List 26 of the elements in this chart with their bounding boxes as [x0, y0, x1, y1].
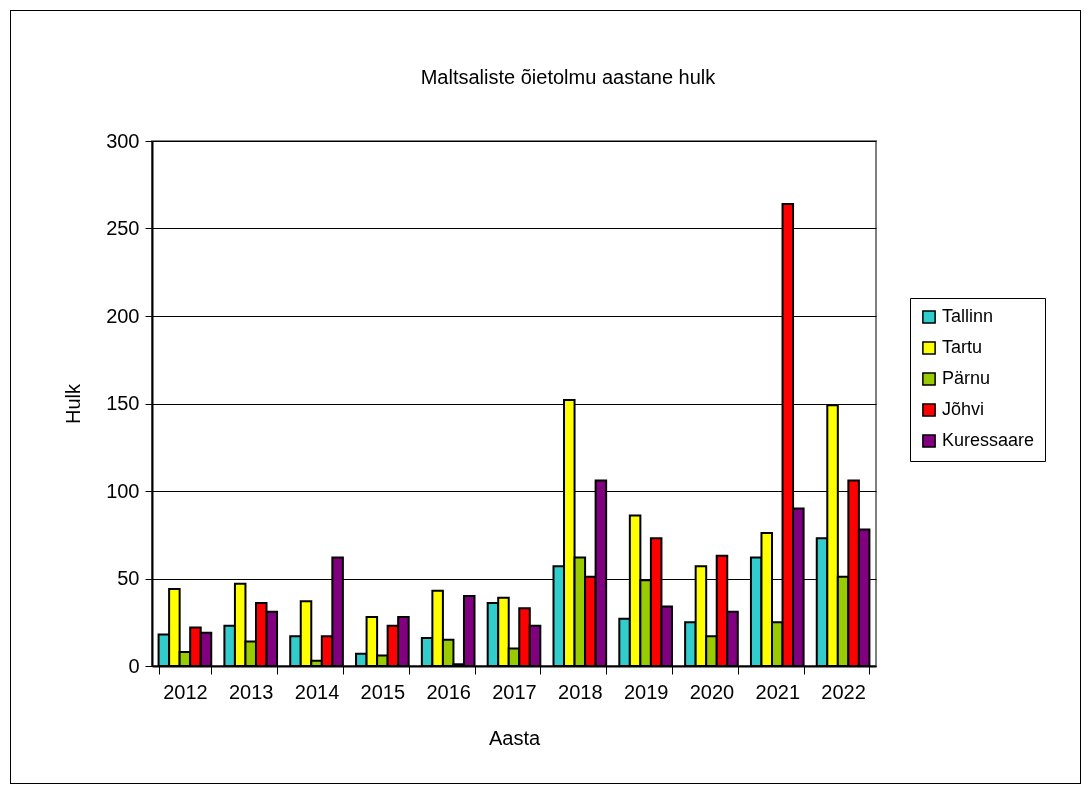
y-tick-label: 300	[106, 129, 140, 152]
x-tick-label: 2020	[689, 680, 735, 703]
y-tick-label: 150	[106, 392, 140, 414]
x-tick-label: 2015	[360, 680, 406, 703]
x-tick-label: 2022	[821, 680, 866, 703]
chart-title: Maltsaliste õietolmu aastane hulk	[420, 66, 717, 88]
x-axis-title: Aasta	[488, 726, 541, 749]
y-tick-label: 0	[128, 654, 140, 677]
x-tick-label: 2012	[163, 680, 208, 703]
y-tick-label: 100	[106, 479, 140, 502]
y-axis-title: Hulk	[62, 383, 85, 425]
legend-label: Tartu	[942, 337, 983, 357]
legend-label: Kuressaare	[942, 430, 1035, 450]
x-tick-label: 2013	[228, 680, 274, 703]
x-tick-label: 2021	[755, 680, 801, 703]
y-tick-label: 200	[106, 304, 140, 327]
y-tick-label: 250	[106, 217, 140, 239]
x-tick-label: 2016	[426, 680, 471, 703]
y-tick-label: 50	[117, 567, 140, 589]
x-tick-label: 2019	[623, 680, 669, 703]
x-tick-label: 2014	[294, 680, 340, 703]
legend-label: Pärnu	[942, 368, 991, 388]
x-tick-label: 2017	[492, 680, 537, 703]
x-tick-label: 2018	[558, 680, 603, 703]
legend-label: Jõhvi	[942, 399, 985, 419]
legend-label: Tallinn	[942, 306, 994, 326]
